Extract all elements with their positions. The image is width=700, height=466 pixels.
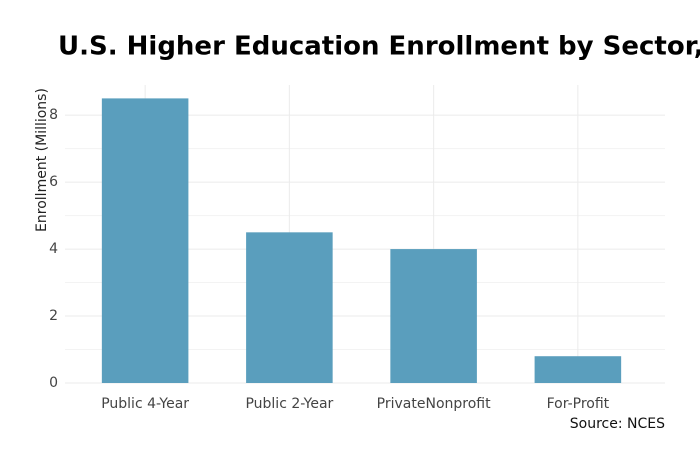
bar	[534, 356, 622, 383]
x-tick-label: PrivateNonprofit	[377, 396, 491, 412]
bar	[101, 98, 189, 384]
y-tick-label: 0	[49, 375, 58, 391]
source-note: Source: NCES	[570, 416, 665, 432]
chart-title: U.S. Higher Education Enrollment by Sect…	[58, 32, 700, 62]
x-tick-label: For-Profit	[547, 396, 610, 412]
x-tick-label: Public 4-Year	[101, 396, 189, 412]
y-tick-label: 8	[49, 107, 58, 123]
x-tick-label: Public 2-Year	[245, 396, 333, 412]
y-tick-label: 6	[49, 174, 58, 190]
bar	[246, 232, 333, 383]
y-tick-label: 4	[49, 241, 58, 257]
bar	[390, 249, 477, 383]
y-axis-label: Enrollment (Millions)	[34, 88, 50, 232]
y-tick-label: 2	[49, 308, 58, 324]
